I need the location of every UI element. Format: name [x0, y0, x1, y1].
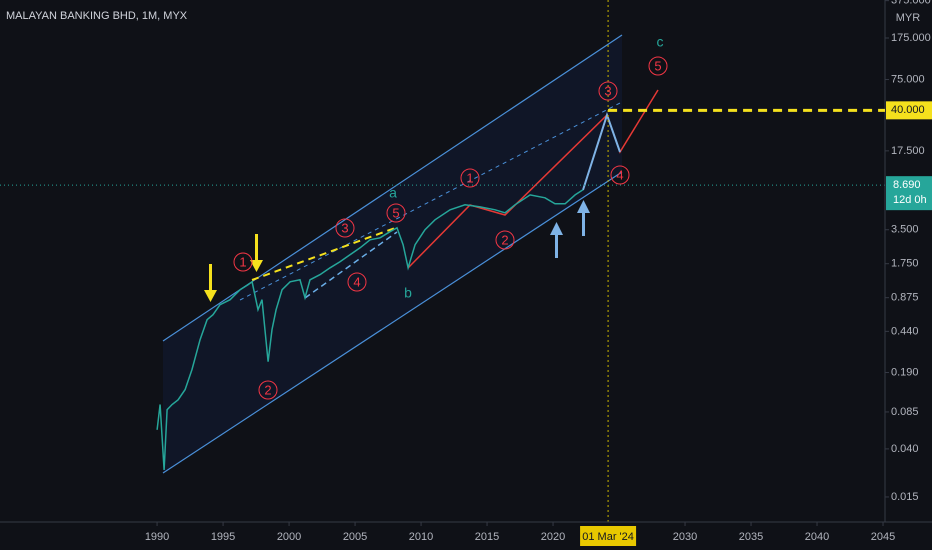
- countdown-label: 12d 0h: [893, 194, 927, 206]
- yellow-arrows: [204, 234, 263, 302]
- wave-label: a: [389, 185, 397, 201]
- wave-label: 3: [604, 83, 611, 98]
- last-price-label: 8.690: [893, 179, 921, 191]
- arrow-head: [577, 200, 590, 213]
- wave-circle: [495, 230, 515, 250]
- x-tick-label: 2030: [673, 531, 697, 543]
- wave-label: c: [657, 34, 664, 50]
- wave-label: 2: [264, 382, 271, 397]
- annotations: 1 2 3 4 5 1 2 3 4 5 a b c: [233, 34, 668, 400]
- x-tick-label: 2005: [343, 531, 367, 543]
- x-tick-label: 2040: [805, 531, 829, 543]
- x-tick-label: 2020: [541, 531, 565, 543]
- x-tick-label: 2000: [277, 531, 301, 543]
- y-tick-label: 0.085: [891, 406, 919, 418]
- arrow-shaft: [555, 232, 558, 258]
- y-tick-label: 3.500: [891, 224, 919, 236]
- y-tick-label: 375.000: [891, 0, 931, 7]
- wave-label: 2: [501, 232, 508, 247]
- wave-projection: [407, 89, 659, 269]
- wave-circle: [347, 272, 367, 292]
- arrow-shaft: [255, 234, 258, 264]
- wave-label: 1: [466, 170, 473, 185]
- date-label-box: [580, 526, 637, 546]
- date-label: 01 Mar '24: [582, 531, 634, 543]
- arrow-head: [204, 290, 217, 302]
- wave-projection-blue: [582, 111, 621, 191]
- wave-label: b: [404, 285, 412, 301]
- wave-label: 5: [392, 205, 399, 220]
- wave-circle: [335, 218, 355, 238]
- wave-circle: [386, 203, 406, 223]
- wave-label: 3: [341, 220, 348, 235]
- target-label-box: [886, 101, 932, 120]
- arrow-head: [550, 222, 563, 235]
- y-tick-label: 175.000: [891, 32, 931, 44]
- channel-lower: [162, 171, 623, 474]
- blue-dashed: [304, 231, 398, 299]
- wave-label: 4: [616, 167, 623, 182]
- y-tick-label: 75.000: [891, 73, 925, 85]
- chart-title: MALAYAN BANKING BHD, 1M, MYX: [6, 10, 188, 22]
- wave-circle: [460, 168, 480, 188]
- x-tick-label: 2035: [739, 531, 763, 543]
- price-line: [156, 189, 584, 471]
- arrow-head: [250, 260, 263, 272]
- y-tick-label: 0.190: [891, 366, 919, 378]
- y-tick-label: 0.440: [891, 325, 919, 337]
- wave-label: 1: [239, 254, 246, 269]
- wave-label: 4: [353, 274, 360, 289]
- x-tick-label: 2045: [871, 531, 895, 543]
- y-tick-label: 0.015: [891, 491, 919, 503]
- wave-circle: [648, 56, 668, 76]
- y-tick-label: 17.500: [891, 145, 925, 157]
- arrow-shaft: [582, 210, 585, 236]
- arrow-shaft: [209, 264, 212, 294]
- target-label: 40.000: [891, 104, 925, 116]
- currency-label: MYR: [896, 12, 921, 24]
- time-axis: [0, 522, 932, 550]
- wave-label: 5: [654, 58, 661, 73]
- y-tick-label: 0.875: [891, 292, 919, 304]
- channel-fill: [163, 35, 622, 473]
- x-tick-label: 2015: [475, 531, 499, 543]
- last-price-box: [886, 176, 932, 211]
- price-axis: [885, 0, 932, 550]
- blue-arrows: [550, 200, 590, 258]
- wave-circle: [258, 380, 278, 400]
- wave-circle: [610, 165, 630, 185]
- x-tick-label: 1990: [145, 531, 169, 543]
- x-tick-label: 1995: [211, 531, 235, 543]
- x-tick-label: 2010: [409, 531, 433, 543]
- wave-circle: [598, 81, 618, 101]
- wave-circle: [233, 252, 253, 272]
- yellow-dashed: [251, 227, 396, 281]
- y-tick-label: 1.750: [891, 258, 919, 270]
- y-tick-label: 0.040: [891, 443, 919, 455]
